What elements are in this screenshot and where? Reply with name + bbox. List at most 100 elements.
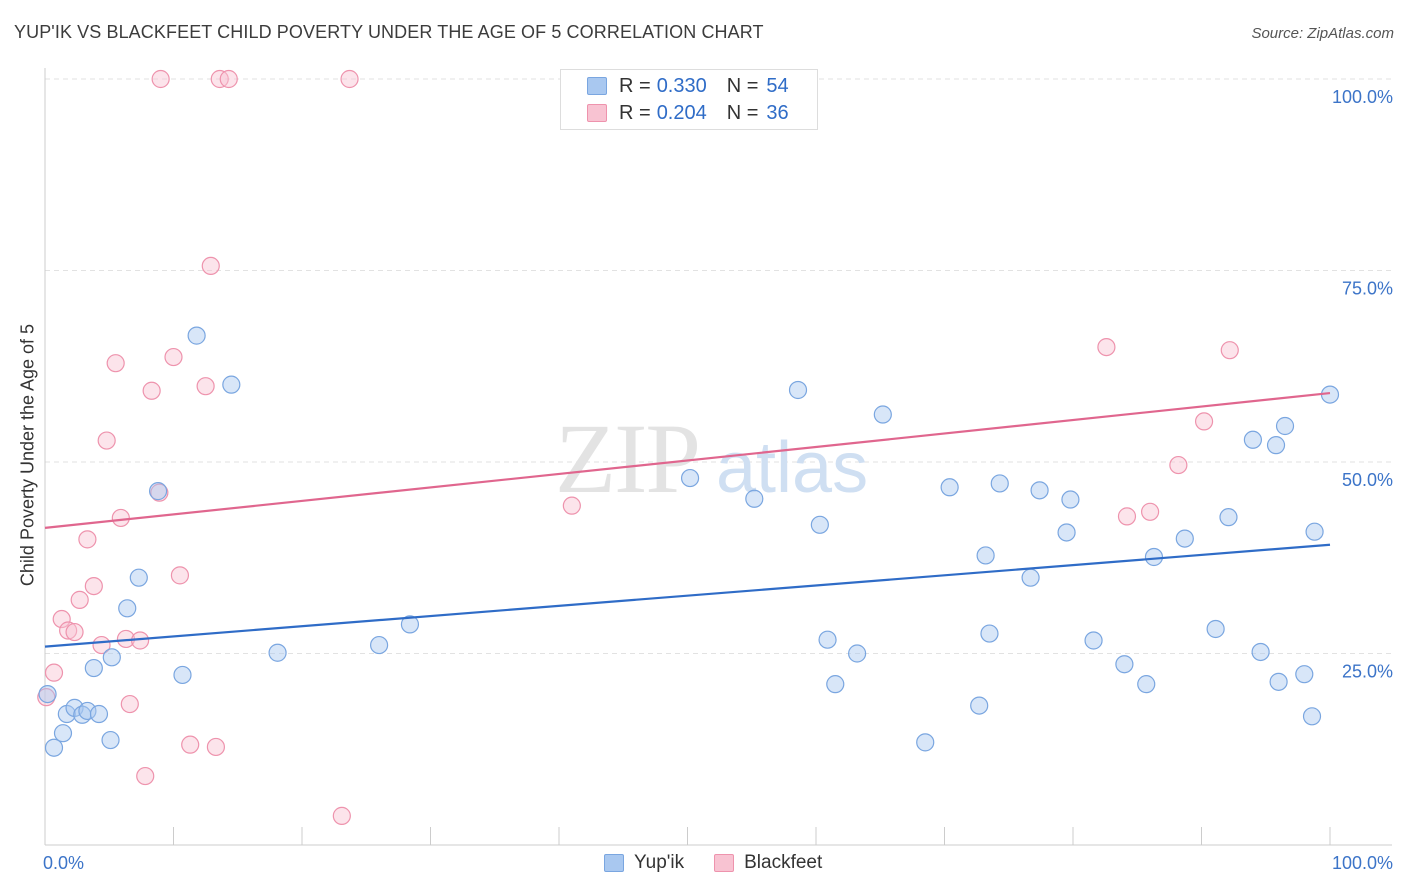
blackfeet-point (1220, 341, 1239, 360)
blackfeet-point (340, 69, 359, 89)
blackfeet-swatch (587, 104, 607, 122)
yupik-point (78, 701, 97, 721)
blackfeet-point (206, 737, 226, 757)
blackfeet-point (1169, 455, 1188, 475)
legend-item-yupik: Yup'ik (604, 852, 684, 874)
blackfeet-point (196, 377, 215, 396)
yupik-point (970, 696, 989, 715)
yupik-point (1030, 481, 1049, 500)
yupik-point (810, 515, 829, 534)
yupik-points (38, 326, 1340, 757)
series-legend: Yup'ik Blackfeet (604, 852, 852, 874)
blackfeet-point (65, 622, 84, 642)
blackfeet-point (1140, 502, 1160, 521)
n-label: N = (726, 74, 759, 97)
yupik-point (1175, 529, 1194, 548)
yupik-point (818, 630, 837, 649)
yupik-point (1061, 490, 1080, 509)
blackfeet-point (181, 735, 200, 754)
watermark: ZIP atlas (555, 403, 868, 514)
chart-title: YUP'IK VS BLACKFEET CHILD POVERTY UNDER … (14, 22, 764, 42)
blackfeet-swatch (714, 854, 735, 872)
blackfeet-point (70, 590, 89, 609)
yupik-point (118, 599, 137, 618)
yupik-point (1021, 568, 1040, 587)
yupik-point (1115, 655, 1134, 674)
yupik-trend-line (44, 543, 1331, 648)
yupik-point (1275, 416, 1295, 436)
yupik-point (129, 568, 148, 587)
trend-lines (44, 391, 1331, 648)
yupik-point (916, 733, 935, 752)
y-tick-label: 50.0% (1342, 470, 1393, 490)
blackfeet-point (1117, 507, 1137, 526)
yupik-point (222, 375, 241, 394)
blackfeet-point (142, 381, 161, 400)
yupik-point (102, 648, 121, 667)
blackfeet-point (59, 621, 78, 640)
yupik-point (400, 615, 420, 634)
yupik-point (976, 546, 995, 565)
y-tick-label: 25.0% (1342, 662, 1393, 682)
n-label: N = (726, 101, 759, 124)
yupik-swatch (604, 854, 624, 872)
yupik-point (268, 643, 287, 662)
yupik-point (1251, 642, 1270, 662)
yupik-point (788, 380, 808, 400)
yupik-point (38, 684, 57, 704)
yupik-point (148, 482, 168, 501)
y-tick-label: 75.0% (1342, 279, 1393, 299)
legend-row-yupik: R = 0.330 N = 54 (587, 73, 789, 99)
yupik-point (680, 468, 700, 488)
legend-item-blackfeet: Blackfeet (714, 852, 822, 874)
yupik-point (89, 704, 109, 724)
y-tick-label: 100.0% (1332, 87, 1393, 107)
yupik-point (1302, 707, 1322, 726)
n-value: 36 (766, 101, 789, 124)
yupik-point (84, 658, 103, 678)
yupik-point (1269, 672, 1288, 691)
yupik-point (1305, 522, 1324, 541)
yupik-point (848, 644, 867, 663)
yupik-point (1206, 619, 1225, 639)
yupik-point (745, 489, 764, 508)
yupik-point (990, 474, 1009, 493)
yupik-point (370, 635, 389, 655)
yupik-point (44, 738, 64, 757)
blackfeet-point (164, 347, 183, 367)
yupik-point (1243, 430, 1263, 449)
blackfeet-point (562, 496, 581, 515)
r-value: 0.204 (656, 101, 707, 124)
legend-label-blackfeet: Blackfeet (744, 852, 823, 873)
yupik-swatch (587, 77, 607, 95)
blackfeet-point (1097, 338, 1116, 357)
blackfeet-point (1194, 412, 1214, 431)
n-value: 54 (766, 74, 789, 97)
yupik-point (1295, 665, 1314, 684)
yupik-point (1057, 523, 1076, 542)
blackfeet-point (120, 694, 139, 714)
yupik-point (1219, 508, 1238, 527)
watermark-atlas: atlas (716, 428, 868, 508)
blackfeet-point (111, 508, 130, 528)
blackfeet-trend-line (44, 391, 1331, 529)
yupik-point (187, 326, 206, 345)
yupik-point (53, 724, 73, 743)
yupik-point (1144, 547, 1164, 567)
yupik-point (873, 405, 892, 424)
blackfeet-point (219, 69, 238, 89)
r-label: R = (619, 101, 651, 124)
blackfeet-point (78, 530, 97, 549)
blackfeet-point (170, 566, 190, 585)
blackfeet-point (106, 354, 125, 373)
x-tick-label: 100.0% (1332, 853, 1393, 873)
x-tick-label: 0.0% (43, 853, 84, 873)
yupik-point (1084, 631, 1103, 650)
blackfeet-point (52, 609, 71, 629)
source-credit: Source: ZipAtlas.com (1251, 25, 1394, 42)
r-label: R = (619, 74, 651, 97)
blackfeet-point (201, 256, 220, 276)
watermark-zip: ZIP (555, 403, 699, 514)
grid-lines (45, 78, 1392, 654)
yupik-point (173, 665, 192, 685)
